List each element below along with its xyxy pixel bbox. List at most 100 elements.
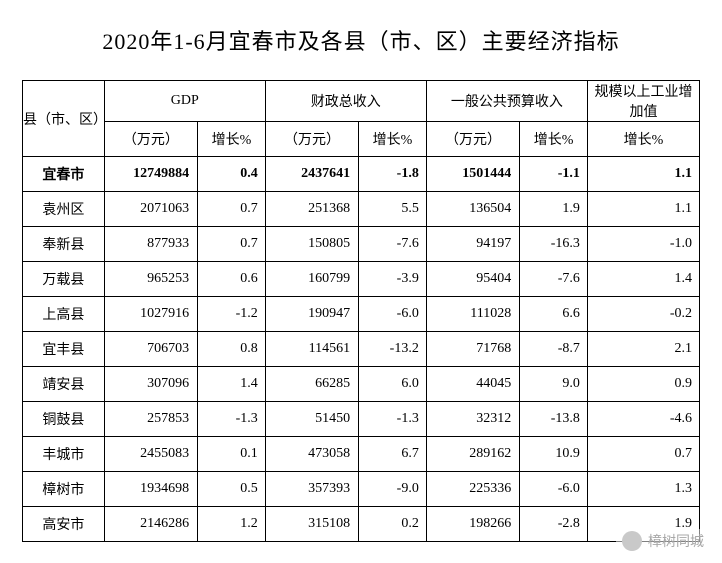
cell-region: 宜春市	[23, 157, 105, 192]
cell-fiscal-pct: -1.8	[359, 157, 427, 192]
cell-budget-pct: -7.6	[520, 262, 588, 297]
cell-gdp-pct: 0.5	[198, 472, 266, 507]
cell-gdp-pct: 1.2	[198, 507, 266, 542]
cell-budget-value: 289162	[426, 437, 519, 472]
header-region: 县（市、区）	[23, 81, 105, 157]
cell-fiscal-pct: -7.6	[359, 227, 427, 262]
page-title: 2020年1-6月宜春市及各县（市、区）主要经济指标	[22, 24, 700, 56]
cell-budget-value: 1501444	[426, 157, 519, 192]
header-budget-pct: 增长%	[520, 122, 588, 157]
cell-gdp-value: 706703	[104, 332, 197, 367]
cell-gdp-pct: 0.6	[198, 262, 266, 297]
table-row: 袁州区20710630.72513685.51365041.91.1	[23, 192, 700, 227]
cell-region: 樟树市	[23, 472, 105, 507]
table-row: 宜丰县7067030.8114561-13.271768-8.72.1	[23, 332, 700, 367]
cell-region: 宜丰县	[23, 332, 105, 367]
cell-gdp-value: 12749884	[104, 157, 197, 192]
cell-industrial-pct: 2.1	[587, 332, 699, 367]
wechat-icon	[622, 531, 642, 551]
cell-industrial-pct: 1.3	[587, 472, 699, 507]
cell-gdp-value: 2455083	[104, 437, 197, 472]
header-budget-value: （万元）	[426, 122, 519, 157]
table-row: 靖安县3070961.4662856.0440459.00.9	[23, 367, 700, 402]
economic-indicators-table: 县（市、区） GDP 财政总收入 一般公共预算收入 规模以上工业增加值 （万元）…	[22, 80, 700, 542]
table-row: 铜鼓县257853-1.351450-1.332312-13.8-4.6	[23, 402, 700, 437]
cell-gdp-pct: 1.4	[198, 367, 266, 402]
cell-fiscal-pct: -1.3	[359, 402, 427, 437]
cell-gdp-value: 877933	[104, 227, 197, 262]
cell-budget-pct: -16.3	[520, 227, 588, 262]
cell-gdp-value: 1934698	[104, 472, 197, 507]
cell-fiscal-pct: -3.9	[359, 262, 427, 297]
watermark: 樟树同城	[616, 529, 704, 553]
cell-industrial-pct: 1.4	[587, 262, 699, 297]
cell-fiscal-value: 473058	[265, 437, 358, 472]
watermark-text: 樟树同城	[648, 531, 704, 551]
cell-region: 奉新县	[23, 227, 105, 262]
header-gdp-pct: 增长%	[198, 122, 266, 157]
cell-budget-value: 94197	[426, 227, 519, 262]
cell-fiscal-value: 251368	[265, 192, 358, 227]
cell-region: 万载县	[23, 262, 105, 297]
cell-industrial-pct: -0.2	[587, 297, 699, 332]
cell-industrial-pct: 1.1	[587, 192, 699, 227]
header-budget: 一般公共预算收入	[426, 81, 587, 122]
cell-budget-pct: 9.0	[520, 367, 588, 402]
cell-gdp-pct: -1.3	[198, 402, 266, 437]
cell-region: 靖安县	[23, 367, 105, 402]
cell-region: 铜鼓县	[23, 402, 105, 437]
cell-fiscal-pct: 5.5	[359, 192, 427, 227]
cell-region: 高安市	[23, 507, 105, 542]
cell-budget-value: 198266	[426, 507, 519, 542]
cell-fiscal-value: 66285	[265, 367, 358, 402]
cell-fiscal-value: 2437641	[265, 157, 358, 192]
cell-budget-value: 111028	[426, 297, 519, 332]
table-body: 宜春市127498840.42437641-1.81501444-1.11.1袁…	[23, 157, 700, 542]
cell-fiscal-value: 190947	[265, 297, 358, 332]
cell-budget-value: 71768	[426, 332, 519, 367]
cell-fiscal-pct: 6.7	[359, 437, 427, 472]
document-page: 2020年1-6月宜春市及各县（市、区）主要经济指标 县（市、区） GDP 财政…	[0, 0, 722, 563]
table-row: 樟树市19346980.5357393-9.0225336-6.01.3	[23, 472, 700, 507]
cell-region: 上高县	[23, 297, 105, 332]
cell-gdp-value: 965253	[104, 262, 197, 297]
cell-industrial-pct: 0.9	[587, 367, 699, 402]
table-row: 奉新县8779330.7150805-7.694197-16.3-1.0	[23, 227, 700, 262]
cell-budget-pct: 6.6	[520, 297, 588, 332]
cell-fiscal-value: 150805	[265, 227, 358, 262]
header-fiscal-value: （万元）	[265, 122, 358, 157]
cell-industrial-pct: -1.0	[587, 227, 699, 262]
table-header: 县（市、区） GDP 财政总收入 一般公共预算收入 规模以上工业增加值 （万元）…	[23, 81, 700, 157]
cell-region: 丰城市	[23, 437, 105, 472]
header-industrial-pct: 增长%	[587, 122, 699, 157]
cell-industrial-pct: 0.7	[587, 437, 699, 472]
cell-region: 袁州区	[23, 192, 105, 227]
cell-budget-pct: -2.8	[520, 507, 588, 542]
cell-gdp-value: 307096	[104, 367, 197, 402]
cell-fiscal-value: 160799	[265, 262, 358, 297]
table-row: 上高县1027916-1.2190947-6.01110286.6-0.2	[23, 297, 700, 332]
cell-fiscal-pct: 0.2	[359, 507, 427, 542]
cell-budget-pct: 10.9	[520, 437, 588, 472]
cell-budget-pct: -8.7	[520, 332, 588, 367]
cell-gdp-value: 2146286	[104, 507, 197, 542]
cell-budget-value: 44045	[426, 367, 519, 402]
cell-gdp-value: 1027916	[104, 297, 197, 332]
cell-gdp-value: 2071063	[104, 192, 197, 227]
cell-fiscal-value: 315108	[265, 507, 358, 542]
table-row: 丰城市24550830.14730586.728916210.90.7	[23, 437, 700, 472]
cell-fiscal-pct: 6.0	[359, 367, 427, 402]
header-fiscal: 财政总收入	[265, 81, 426, 122]
header-fiscal-pct: 增长%	[359, 122, 427, 157]
cell-gdp-pct: 0.4	[198, 157, 266, 192]
cell-gdp-pct: 0.7	[198, 192, 266, 227]
table-row: 高安市21462861.23151080.2198266-2.81.9	[23, 507, 700, 542]
cell-industrial-pct: 1.1	[587, 157, 699, 192]
cell-gdp-value: 257853	[104, 402, 197, 437]
cell-gdp-pct: 0.1	[198, 437, 266, 472]
cell-fiscal-value: 357393	[265, 472, 358, 507]
cell-fiscal-value: 51450	[265, 402, 358, 437]
header-industrial: 规模以上工业增加值	[587, 81, 699, 122]
cell-budget-pct: -13.8	[520, 402, 588, 437]
cell-industrial-pct: -4.6	[587, 402, 699, 437]
